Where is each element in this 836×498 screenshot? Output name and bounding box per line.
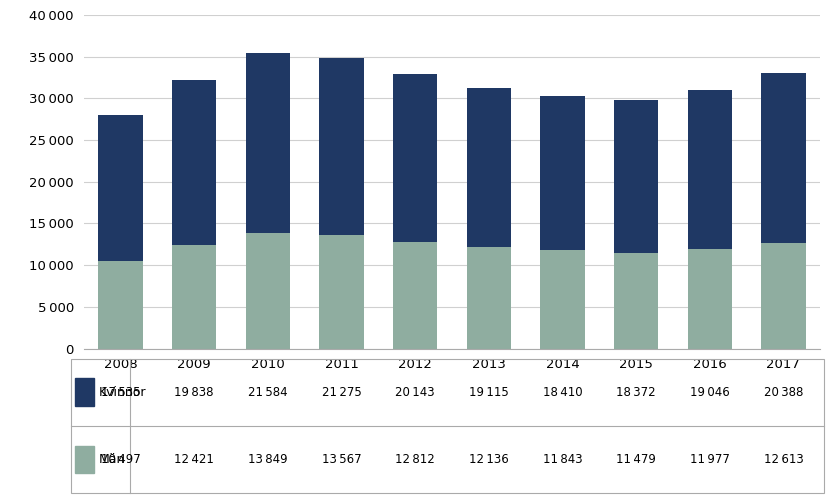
Text: 18 410: 18 410 bbox=[542, 385, 582, 399]
Bar bbox=[319, 58, 363, 236]
Bar bbox=[614, 253, 657, 349]
Bar bbox=[687, 249, 731, 349]
Bar bbox=[172, 80, 216, 245]
Bar bbox=[172, 245, 216, 349]
Text: 13 849: 13 849 bbox=[247, 453, 288, 466]
Bar bbox=[246, 53, 289, 233]
Text: Män: Män bbox=[99, 453, 125, 466]
Bar bbox=[393, 74, 436, 242]
Text: 19 838: 19 838 bbox=[174, 385, 214, 399]
Text: 12 136: 12 136 bbox=[468, 453, 508, 466]
Bar bbox=[466, 248, 510, 349]
Text: 17 535: 17 535 bbox=[100, 385, 140, 399]
Text: 13 567: 13 567 bbox=[321, 453, 361, 466]
Text: 19 115: 19 115 bbox=[468, 385, 508, 399]
Bar bbox=[99, 115, 142, 261]
Bar bbox=[761, 244, 804, 349]
Text: Kvinnor: Kvinnor bbox=[99, 385, 146, 399]
Bar bbox=[614, 100, 657, 253]
Bar bbox=[319, 236, 363, 349]
Text: 20 388: 20 388 bbox=[762, 385, 803, 399]
Bar bbox=[246, 233, 289, 349]
Text: 12 812: 12 812 bbox=[395, 453, 435, 466]
Bar bbox=[393, 242, 436, 349]
Bar bbox=[99, 261, 142, 349]
Text: 18 372: 18 372 bbox=[615, 385, 655, 399]
Bar bbox=[687, 90, 731, 249]
Bar bbox=[540, 250, 584, 349]
Bar bbox=[761, 73, 804, 244]
Text: 12 421: 12 421 bbox=[174, 453, 214, 466]
Bar bbox=[466, 88, 510, 248]
Text: 21 275: 21 275 bbox=[321, 385, 361, 399]
Text: 20 143: 20 143 bbox=[395, 385, 435, 399]
Text: 11 843: 11 843 bbox=[542, 453, 582, 466]
Text: 12 613: 12 613 bbox=[762, 453, 803, 466]
Text: 11 977: 11 977 bbox=[689, 453, 729, 466]
Text: 19 046: 19 046 bbox=[689, 385, 729, 399]
Text: 10 497: 10 497 bbox=[100, 453, 140, 466]
Text: 11 479: 11 479 bbox=[615, 453, 655, 466]
Bar bbox=[540, 96, 584, 250]
Text: 21 584: 21 584 bbox=[247, 385, 288, 399]
